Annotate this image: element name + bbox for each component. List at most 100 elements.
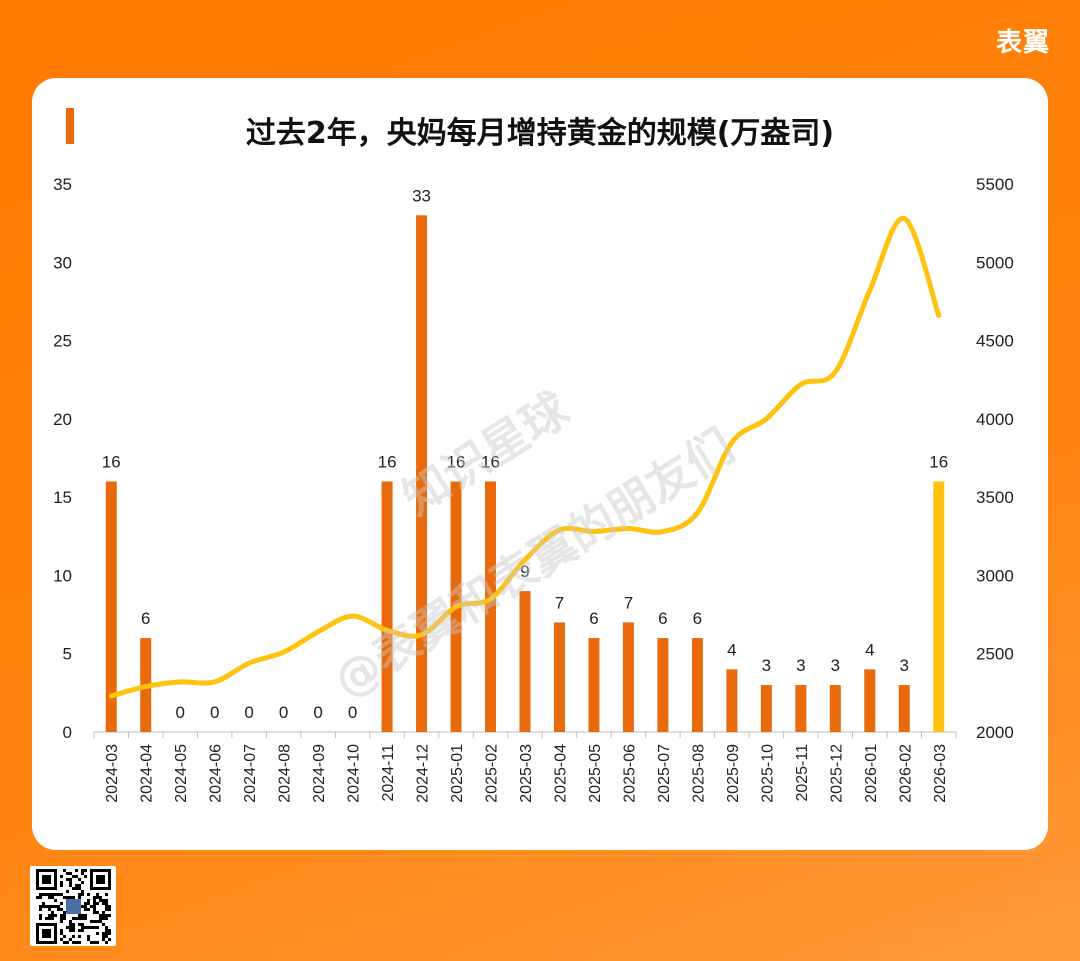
- qr-module: [87, 899, 90, 902]
- qr-module: [99, 920, 102, 923]
- bar-value-label: 3: [796, 656, 805, 675]
- bar-value-label: 3: [762, 656, 771, 675]
- qr-module: [105, 932, 108, 935]
- bar: [691, 638, 703, 732]
- qr-module: [105, 908, 108, 911]
- qr-module: [78, 941, 81, 944]
- x-tick-label: 2025-04: [552, 744, 569, 803]
- x-tick-label: 2024-05: [173, 744, 190, 803]
- qr-module: [39, 893, 42, 896]
- qr-module: [93, 941, 96, 944]
- bar-value-label: 4: [727, 640, 736, 659]
- qr-module: [96, 911, 99, 914]
- x-tick-label: 2026-03: [932, 744, 949, 803]
- qr-module: [102, 914, 105, 917]
- qr-module: [102, 911, 105, 914]
- bar-value-label: 7: [624, 593, 633, 612]
- qr-module: [66, 896, 69, 899]
- qr-module: [69, 881, 72, 884]
- qr-module: [39, 896, 42, 899]
- qr-module: [57, 905, 60, 908]
- qr-module: [87, 902, 90, 905]
- qr-module: [84, 914, 87, 917]
- qr-module: [105, 926, 108, 929]
- qr-module: [54, 905, 57, 908]
- qr-module: [66, 878, 69, 881]
- bar-value-label: 16: [929, 452, 948, 471]
- y-right-tick-label: 3500: [976, 488, 1014, 507]
- qr-module: [93, 926, 96, 929]
- qr-module: [72, 875, 75, 878]
- y-left-tick-label: 20: [53, 410, 72, 429]
- qr-module: [48, 914, 51, 917]
- y-right-tick-label: 5000: [976, 253, 1014, 272]
- qr-module: [72, 923, 75, 926]
- y-left-tick-label: 30: [53, 253, 72, 272]
- bar: [622, 622, 634, 732]
- qr-module: [42, 929, 51, 938]
- qr-module: [54, 893, 57, 896]
- qr-module: [99, 917, 102, 920]
- qr-module: [45, 917, 48, 920]
- qr-module: [96, 926, 99, 929]
- bar-value-label: 0: [175, 703, 184, 722]
- x-tick-label: 2024-10: [346, 744, 363, 803]
- qr-module: [84, 905, 87, 908]
- bar-value-label: 0: [279, 703, 288, 722]
- x-tick-label: 2025-12: [828, 744, 845, 803]
- qr-module: [51, 893, 54, 896]
- qr-module: [93, 899, 96, 902]
- y-right-tick-label: 4500: [976, 332, 1014, 351]
- x-tick-label: 2026-01: [863, 744, 880, 803]
- bar-value-label: 6: [693, 609, 702, 628]
- qr-module: [60, 908, 63, 911]
- qr-module: [66, 899, 81, 914]
- qr-module: [66, 926, 69, 929]
- qr-module: [63, 917, 66, 920]
- qr-module: [42, 893, 45, 896]
- qr-module: [69, 938, 72, 941]
- qr-module: [105, 914, 108, 917]
- bar-value-label: 9: [520, 562, 529, 581]
- bar: [416, 215, 428, 733]
- qr-module: [72, 929, 75, 932]
- qr-module: [69, 929, 72, 932]
- qr-module: [96, 941, 99, 944]
- bar-value-label: 4: [865, 640, 874, 659]
- bar-value-label: 6: [589, 609, 598, 628]
- qr-module: [99, 896, 102, 899]
- x-tick-label: 2025-02: [484, 744, 501, 803]
- qr-module: [48, 896, 51, 899]
- bar: [760, 685, 772, 732]
- qr-module: [54, 899, 57, 902]
- x-tick-label: 2025-03: [518, 744, 535, 803]
- y-left-tick-label: 5: [63, 645, 72, 664]
- y-right-tick-label: 2500: [976, 645, 1014, 664]
- qr-module: [51, 896, 54, 899]
- qr-module: [75, 869, 78, 872]
- qr-module: [105, 899, 108, 902]
- qr-module: [39, 908, 42, 911]
- qr-module: [69, 872, 72, 875]
- qr-module: [81, 917, 84, 920]
- qr-module: [63, 911, 66, 914]
- x-tick-label: 2025-10: [759, 744, 776, 803]
- qr-module: [75, 941, 78, 944]
- bar: [657, 638, 669, 732]
- qr-module: [96, 932, 99, 935]
- qr-module: [108, 938, 111, 941]
- qr-module: [81, 929, 84, 932]
- qr-module: [96, 902, 99, 905]
- qr-module: [90, 941, 93, 944]
- qr-module: [48, 893, 51, 896]
- qr-module: [102, 917, 105, 920]
- bar-value-label: 0: [244, 703, 253, 722]
- x-tick-label: 2024-04: [139, 744, 156, 803]
- qr-module: [69, 896, 72, 899]
- qr-module: [72, 941, 75, 944]
- qr-code-image: [36, 869, 111, 944]
- qr-module: [54, 914, 57, 917]
- qr-module: [51, 917, 54, 920]
- line-series: [108, 215, 942, 699]
- x-tick-label: 2025-08: [690, 744, 707, 803]
